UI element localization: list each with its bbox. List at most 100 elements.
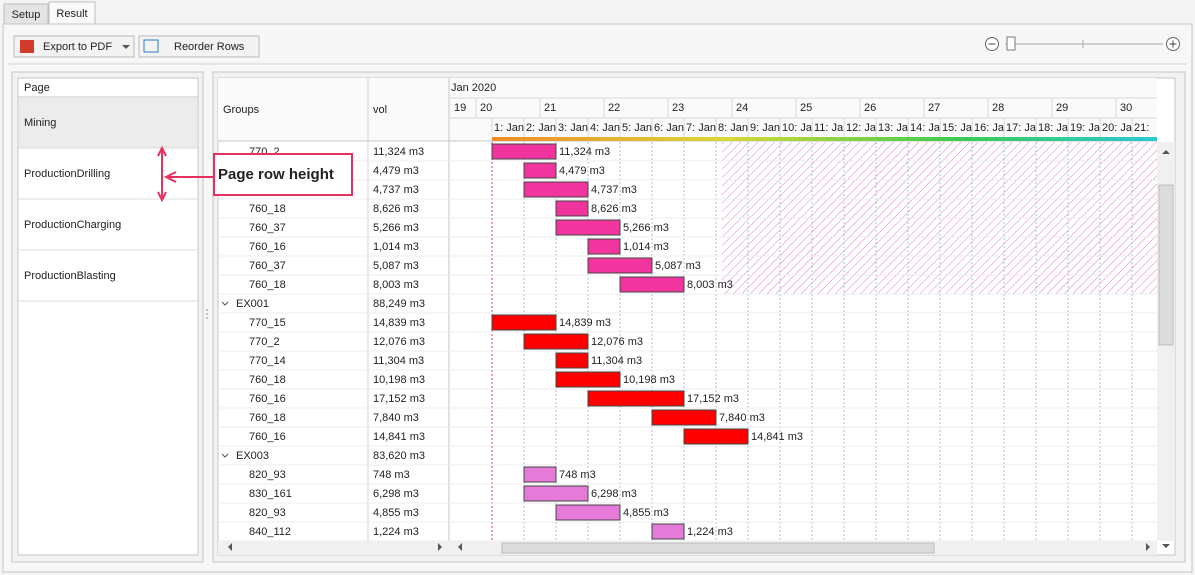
shift-label: 7: Jan bbox=[686, 122, 716, 134]
pdf-icon bbox=[20, 40, 34, 53]
reorder-label[interactable]: Reorder Rows bbox=[174, 41, 245, 53]
tab-label[interactable]: Result bbox=[56, 8, 87, 20]
h-scroll-thumb[interactable] bbox=[501, 542, 935, 554]
task-bar[interactable] bbox=[651, 523, 685, 540]
reorder-icon bbox=[143, 39, 159, 53]
task-bar[interactable] bbox=[555, 504, 621, 521]
day-label: 20 bbox=[480, 102, 492, 114]
row-name: 820_93 bbox=[249, 507, 286, 519]
export-label[interactable]: Export to PDF bbox=[43, 41, 112, 53]
reorder-button[interactable] bbox=[138, 35, 260, 58]
page-row[interactable]: Mining bbox=[24, 117, 56, 129]
row-name: 830_161 bbox=[249, 488, 292, 500]
annotation-text: Page row height bbox=[218, 166, 334, 183]
page-row[interactable]: ProductionDrilling bbox=[24, 168, 110, 180]
task-bar[interactable] bbox=[555, 371, 621, 388]
row-vol: 11,324 m3 bbox=[373, 146, 424, 158]
row-vol: 5,087 m3 bbox=[373, 260, 419, 272]
shift-label: 18: Ja bbox=[1038, 122, 1069, 134]
row-name: 820_93 bbox=[249, 469, 286, 481]
bar-label: 1,224 m3 bbox=[687, 526, 733, 538]
row-name: 760_16 bbox=[249, 431, 286, 443]
row-vol: 748 m3 bbox=[373, 469, 410, 481]
row-vol: 8,626 m3 bbox=[373, 203, 419, 215]
row-name: 770_14 bbox=[249, 355, 286, 367]
dropdown-arrow[interactable] bbox=[122, 45, 130, 49]
task-bar[interactable] bbox=[491, 314, 557, 331]
task-bar[interactable] bbox=[651, 409, 717, 426]
row-name: 760_18 bbox=[249, 279, 286, 291]
column-header[interactable]: vol bbox=[373, 104, 387, 116]
row-vol: 4,479 m3 bbox=[373, 165, 419, 177]
task-bar[interactable] bbox=[523, 162, 557, 179]
expand-chevron[interactable] bbox=[221, 301, 229, 306]
task-bar[interactable] bbox=[619, 276, 685, 293]
bar-label: 5,266 m3 bbox=[623, 222, 669, 234]
bar-label: 8,626 m3 bbox=[591, 203, 637, 215]
task-bar[interactable] bbox=[523, 466, 557, 483]
task-bar[interactable] bbox=[523, 333, 589, 350]
expand-chevron[interactable] bbox=[221, 453, 229, 458]
shift-label: 4: Jan bbox=[590, 122, 620, 134]
shift-label: 1: Jan bbox=[494, 122, 524, 134]
shift-label: 14: Ja bbox=[910, 122, 941, 134]
task-bar[interactable] bbox=[491, 143, 557, 160]
bar-label: 11,324 m3 bbox=[559, 146, 610, 158]
day-label: 19 bbox=[454, 102, 466, 114]
shift-label: 17: Ja bbox=[1006, 122, 1037, 134]
task-bar[interactable] bbox=[555, 352, 589, 369]
row-vol: 1,224 m3 bbox=[373, 526, 419, 538]
task-bar[interactable] bbox=[587, 257, 653, 274]
shift-label: 10: Ja bbox=[782, 122, 813, 134]
row-vol: 8,003 m3 bbox=[373, 279, 419, 291]
shift-label: 15: Ja bbox=[942, 122, 973, 134]
day-label: 27 bbox=[928, 102, 940, 114]
shift-label: 5: Jan bbox=[622, 122, 652, 134]
shift-label: 8: Jan bbox=[718, 122, 748, 134]
task-bar[interactable] bbox=[683, 428, 749, 445]
task-bar[interactable] bbox=[555, 219, 621, 236]
page-row[interactable]: ProductionBlasting bbox=[24, 270, 116, 282]
shift-label: 19: Ja bbox=[1070, 122, 1101, 134]
page-row[interactable]: ProductionCharging bbox=[24, 219, 121, 231]
v-scroll-thumb[interactable] bbox=[1158, 184, 1174, 346]
zoom-thumb[interactable] bbox=[1006, 36, 1016, 51]
shift-label: 2: Jan bbox=[526, 122, 556, 134]
shift-label: 13: Ja bbox=[878, 122, 909, 134]
row-vol: 5,266 m3 bbox=[373, 222, 419, 234]
column-header[interactable]: Groups bbox=[223, 104, 260, 116]
day-label: 21 bbox=[544, 102, 556, 114]
page-row-selected bbox=[19, 98, 197, 148]
row-name: 760_37 bbox=[249, 222, 286, 234]
row-name: 760_18 bbox=[249, 412, 286, 424]
task-bar[interactable] bbox=[523, 181, 589, 198]
tab-label[interactable]: Setup bbox=[12, 9, 41, 21]
row-vol: 11,304 m3 bbox=[373, 355, 424, 367]
task-bar[interactable] bbox=[587, 238, 621, 255]
row-name: 760_16 bbox=[249, 393, 286, 405]
row-vol: 4,737 m3 bbox=[373, 184, 419, 196]
splitter[interactable] bbox=[206, 309, 208, 319]
day-label: 30 bbox=[1120, 102, 1132, 114]
task-bar[interactable] bbox=[587, 390, 685, 407]
task-bar[interactable] bbox=[523, 485, 589, 502]
row-vol: 1,014 m3 bbox=[373, 241, 419, 253]
row-vol: 88,249 m3 bbox=[373, 298, 425, 310]
row-name: 760_16 bbox=[249, 241, 286, 253]
shift-band bbox=[492, 137, 1157, 141]
row-vol: 14,841 m3 bbox=[373, 431, 425, 443]
bar-label: 7,840 m3 bbox=[719, 412, 765, 424]
day-label: 28 bbox=[992, 102, 1004, 114]
shift-label: 12: Ja bbox=[846, 122, 877, 134]
shift-label: 3: Jan bbox=[558, 122, 588, 134]
row-name: 760_18 bbox=[249, 374, 286, 386]
shift-label: 20: Ja bbox=[1102, 122, 1133, 134]
shift-label: 9: Jan bbox=[750, 122, 780, 134]
row-name: 770_2 bbox=[249, 336, 280, 348]
row-vol: 7,840 m3 bbox=[373, 412, 419, 424]
task-bar[interactable] bbox=[555, 200, 589, 217]
shift-label: 21: bbox=[1134, 122, 1149, 134]
bar-label: 8,003 m3 bbox=[687, 279, 733, 291]
export-button[interactable] bbox=[13, 35, 135, 58]
